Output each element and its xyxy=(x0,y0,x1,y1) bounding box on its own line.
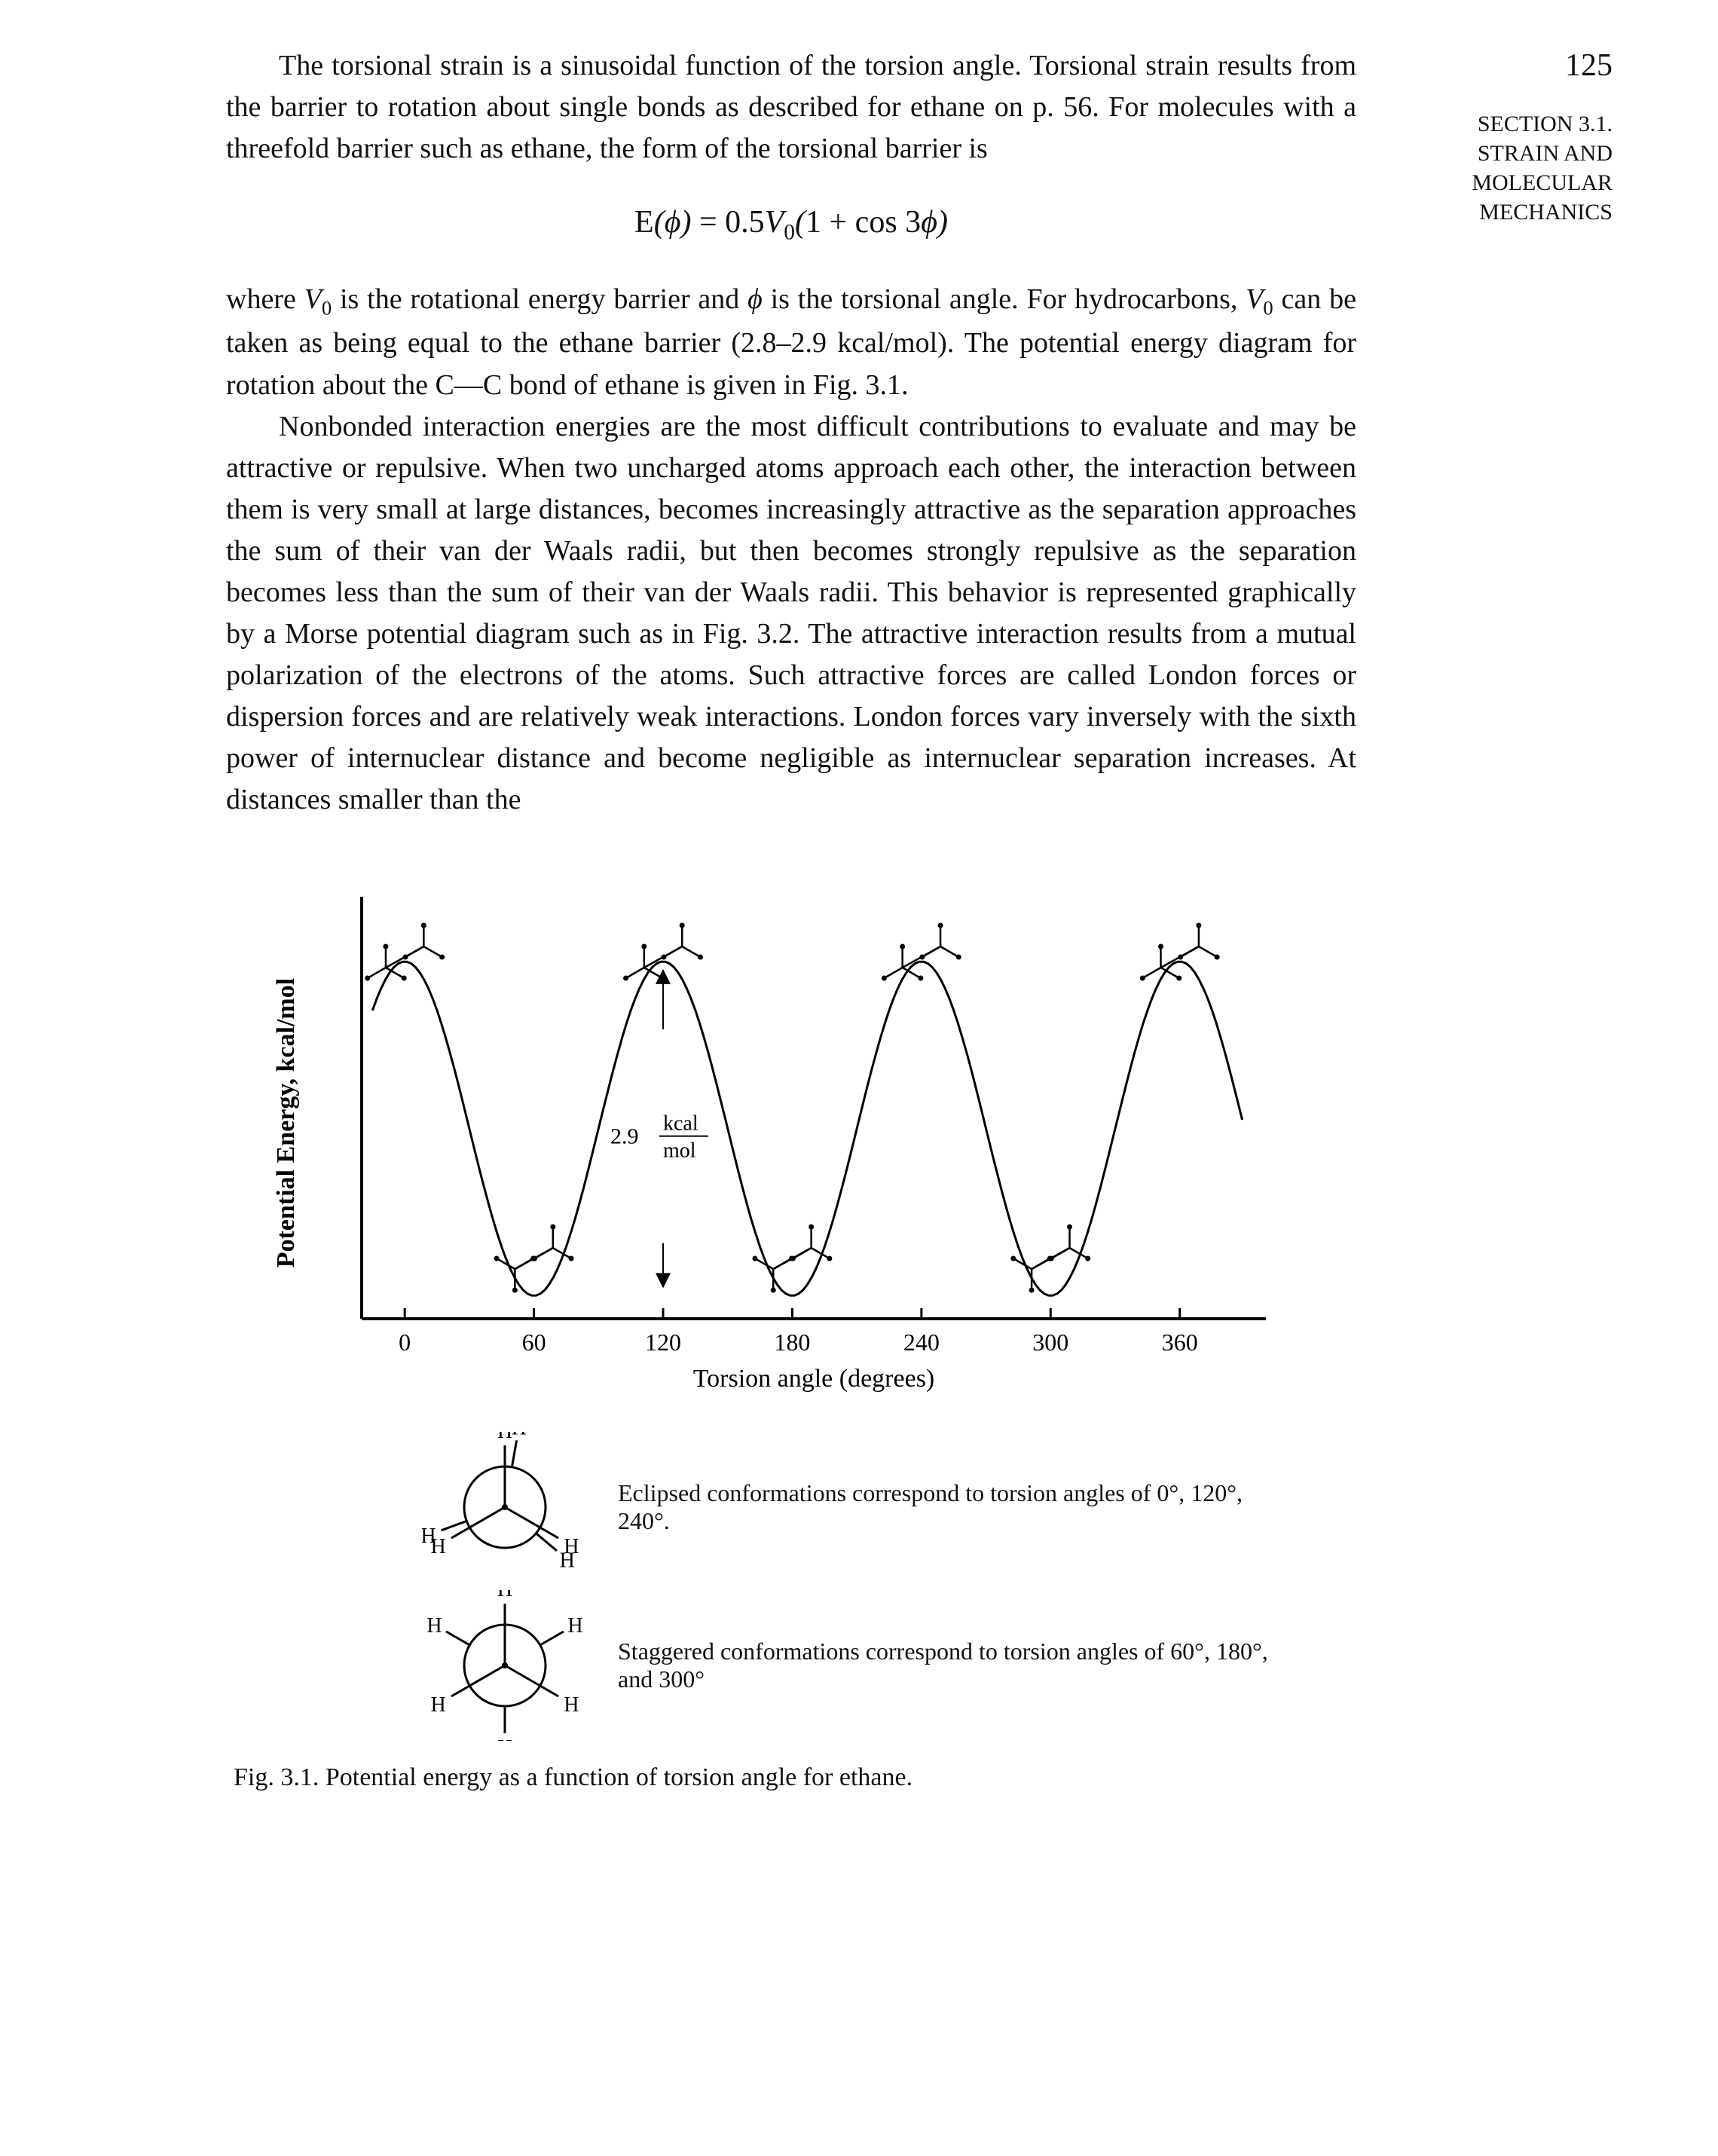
page-header-right: 125 SECTION 3.1. STRAIN AND MOLECULAR ME… xyxy=(1386,45,1613,227)
newman-staggered-row: H H H H H H Staggered conformations correspon… xyxy=(422,1590,1356,1741)
p2-mid1: is the rotational energy barrier and xyxy=(332,283,747,315)
equation-phi2: ϕ xyxy=(921,205,937,240)
svg-text:0: 0 xyxy=(399,1329,411,1356)
svg-text:H: H xyxy=(567,1614,582,1638)
p2-mid2: is the torsional angle. For hydrocarbons… xyxy=(763,283,1246,315)
newman-staggered-diagram: H H H H H H xyxy=(422,1590,588,1741)
body-text: The torsional strain is a sinusoidal fun… xyxy=(226,45,1356,821)
p2-V0-sub: 0 xyxy=(322,297,332,320)
p2-V0: V xyxy=(304,283,322,315)
equation-E: E xyxy=(634,205,654,240)
paragraph: where V0 is the rotational energy barrie… xyxy=(226,279,1356,405)
svg-text:Torsion angle (degrees): Torsion angle (degrees) xyxy=(693,1365,935,1393)
svg-text:300: 300 xyxy=(1032,1329,1068,1356)
newman-block: HHHHHH Eclipsed conformations correspond… xyxy=(226,1432,1356,1741)
equation-coef: 0.5 xyxy=(725,205,765,240)
svg-text:H: H xyxy=(431,1693,446,1717)
svg-text:H: H xyxy=(497,1590,512,1601)
paragraph: Nonbonded interaction energies are the m… xyxy=(226,406,1356,821)
svg-text:H: H xyxy=(431,1535,446,1558)
p2-V0b: V xyxy=(1246,283,1263,315)
svg-text:H: H xyxy=(497,1736,512,1741)
section-label-line: MECHANICS xyxy=(1386,197,1613,227)
figure-caption: Fig. 3.1. Potential energy as a function… xyxy=(234,1763,1356,1792)
svg-text:Potential Energy, kcal/mol: Potential Energy, kcal/mol xyxy=(272,977,300,1267)
newman-staggered-text: Staggered conformations correspond to to… xyxy=(618,1638,1296,1693)
energy-plot: 0 60 120 180 240 300 360 Torsion angle (degrees… xyxy=(226,867,1356,1409)
svg-text:H: H xyxy=(564,1693,579,1717)
figure-3-1: 0 60 120 180 240 300 360 Torsion angle (degrees… xyxy=(226,867,1356,1792)
page-number: 125 xyxy=(1386,45,1613,87)
svg-text:kcal: kcal xyxy=(663,1112,699,1135)
newman-eclipsed-row: HHHHHH Eclipsed conformations correspond… xyxy=(422,1432,1356,1583)
svg-text:H: H xyxy=(512,1432,527,1440)
svg-text:60: 60 xyxy=(522,1329,546,1356)
svg-text:H: H xyxy=(426,1614,442,1638)
newman-eclipsed-diagram: HHHHHH xyxy=(422,1432,588,1583)
page: 125 SECTION 3.1. STRAIN AND MOLECULAR ME… xyxy=(0,0,1718,2156)
svg-text:H: H xyxy=(497,1432,512,1443)
p2-phi: ϕ xyxy=(747,283,763,315)
svg-text:2.9: 2.9 xyxy=(610,1124,639,1148)
p2-before: where xyxy=(226,283,304,315)
svg-text:120: 120 xyxy=(645,1329,681,1356)
equation-sub0: 0 xyxy=(784,221,795,245)
equation-one: 1 + cos 3 xyxy=(806,205,921,240)
equation-eq: = xyxy=(699,205,717,240)
equation: E(ϕ) = 0.5V0(1 + cos 3ϕ) xyxy=(226,200,1356,249)
p2-V0b-sub: 0 xyxy=(1263,297,1273,320)
equation-V: V xyxy=(765,205,784,240)
svg-text:180: 180 xyxy=(774,1329,810,1356)
svg-text:mol: mol xyxy=(663,1139,696,1162)
newman-eclipsed-text: Eclipsed conformations correspond to tor… xyxy=(618,1479,1296,1535)
equation-phi: ϕ xyxy=(665,205,681,240)
section-label-line: STRAIN AND xyxy=(1386,139,1613,168)
svg-text:H: H xyxy=(564,1535,579,1558)
paragraph: The torsional strain is a sinusoidal fun… xyxy=(226,45,1356,170)
svg-text:360: 360 xyxy=(1162,1329,1198,1356)
section-label-line: SECTION 3.1. xyxy=(1386,109,1613,139)
section-label-line: MOLECULAR xyxy=(1386,168,1613,197)
svg-text:240: 240 xyxy=(903,1329,940,1356)
